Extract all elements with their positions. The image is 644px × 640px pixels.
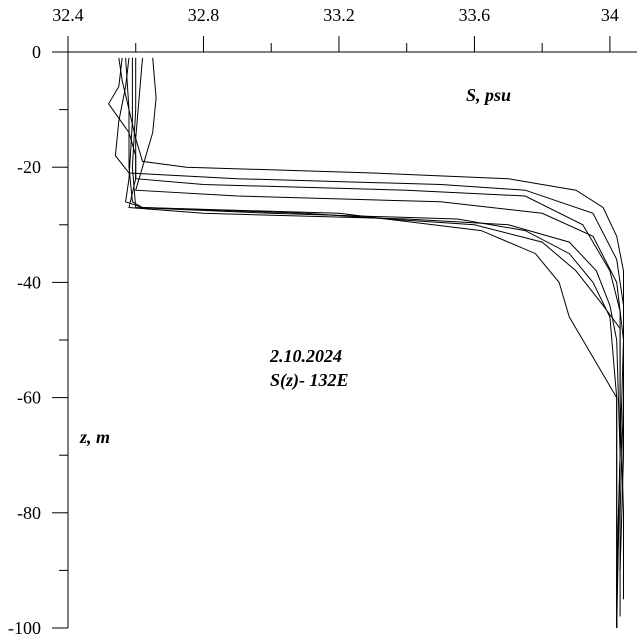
y-tick-label: 0 [32, 42, 41, 62]
y-axis: 0 -20 -40 -60 -80 -100 [8, 42, 69, 638]
profile-line-7 [125, 57, 621, 606]
profile-line-3 [135, 57, 624, 600]
profile-line-1 [118, 57, 624, 628]
y-tick-label: -60 [17, 388, 41, 408]
y-tick-label: -20 [17, 157, 41, 177]
chart-title: 2.10.2024 [269, 346, 342, 366]
profile-line-8 [125, 57, 618, 628]
profile-line-6 [131, 57, 618, 628]
y-axis-label: z, m [79, 427, 110, 447]
x-tick-label: 33.2 [323, 5, 355, 25]
x-tick-label: 34 [601, 5, 619, 25]
profile-line-5 [108, 57, 621, 629]
x-axis: 32.4 32.8 33.2 33.6 34 [52, 5, 637, 53]
y-tick-label: -100 [8, 618, 41, 638]
profile-line-2 [114, 57, 624, 617]
chart-subtitle: S(z)- 132E [270, 370, 349, 391]
series-layer [108, 57, 624, 629]
y-tick-label: -40 [17, 272, 41, 292]
x-tick-label: 33.6 [459, 5, 491, 25]
y-tick-label: -80 [17, 503, 41, 523]
x-tick-label: 32.8 [188, 5, 220, 25]
x-axis-label: S, psu [466, 85, 511, 105]
x-tick-label: 32.4 [52, 5, 84, 25]
profile-line-4 [135, 57, 624, 571]
